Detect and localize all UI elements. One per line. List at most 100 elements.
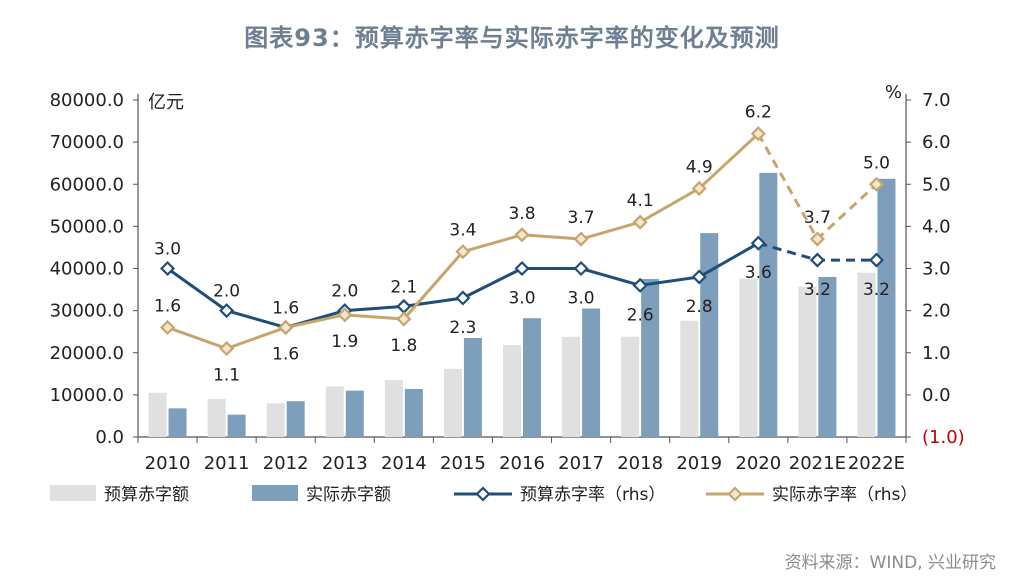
- left-tick-label: 50000.0: [50, 216, 124, 237]
- label-actual-rate: 6.2: [745, 103, 772, 123]
- marker-budget-rate: [396, 298, 412, 314]
- bar-actual-amount: [463, 338, 482, 437]
- x-tick-label: 2014: [381, 453, 427, 474]
- left-axis-unit: 亿元: [148, 92, 184, 113]
- left-tick-label: 70000.0: [50, 132, 124, 153]
- legend-label-actual-rate: 实际赤字率（rhs）: [772, 485, 917, 505]
- right-tick-label: 6.0: [922, 132, 951, 153]
- bar-actual-amount: [227, 414, 246, 437]
- x-tick-label: 2015: [440, 453, 486, 474]
- x-tick-label: 2020: [735, 453, 781, 474]
- bar-budget-amount: [680, 320, 699, 437]
- marker-budget-rate: [809, 252, 825, 268]
- marker-actual-rate: [809, 231, 825, 247]
- bar-budget-amount: [503, 345, 521, 437]
- bar-actual-amount: [582, 308, 601, 437]
- marker-actual-rate: [278, 319, 294, 336]
- chart-title: 图表93：预算赤字率与实际赤字率的变化及预测: [244, 24, 780, 52]
- left-tick-label: 10000.0: [50, 385, 124, 406]
- label-actual-rate: 3.7: [568, 208, 595, 228]
- bar-budget-amount: [798, 286, 817, 437]
- label-actual-rate: 1.8: [390, 336, 417, 356]
- marker-actual-rate: [750, 126, 766, 142]
- x-tick-label: 2021E: [789, 453, 846, 474]
- bar-budget-amount: [384, 380, 403, 437]
- right-tick-label: 4.0: [922, 216, 951, 237]
- marker-budget-rate: [219, 303, 235, 319]
- legend-marker-actual-rate: [727, 486, 743, 502]
- right-tick-label: 3.0: [922, 259, 951, 280]
- line-actual-rate-solid: [167, 132, 760, 351]
- right-tick-label: 5.0: [922, 174, 951, 195]
- label-actual-rate: 3.8: [508, 204, 535, 224]
- bar-actual-amount: [877, 178, 896, 437]
- bar-budget-amount: [857, 272, 876, 437]
- left-tick-label: 30000.0: [50, 301, 124, 322]
- left-tick-label: 40000.0: [50, 259, 124, 280]
- right-tick-label: 7.0: [922, 90, 951, 111]
- marker-budget-rate: [573, 260, 589, 277]
- label-budget-rate: 3.0: [508, 289, 535, 309]
- marker-actual-rate: [514, 227, 530, 243]
- source-note: 资料来源：WIND, 兴业研究: [784, 553, 996, 573]
- bar-budget-amount: [148, 392, 167, 437]
- label-budget-rate: 3.0: [154, 240, 181, 260]
- bar-actual-amount: [345, 390, 364, 437]
- bar-budget-amount: [325, 386, 344, 437]
- marker-budget-rate: [868, 252, 885, 268]
- right-tick-label: 1.0: [922, 343, 951, 364]
- marker-budget-rate: [455, 290, 471, 306]
- label-budget-rate: 3.2: [804, 280, 831, 300]
- left-tick-label: 80000.0: [50, 90, 124, 111]
- right-axis-unit: %: [885, 82, 902, 103]
- marker-actual-rate: [337, 307, 353, 323]
- marker-actual-rate: [573, 231, 589, 247]
- legend-label-budget-amount: 预算赤字额: [104, 485, 189, 505]
- label-actual-rate: 1.1: [213, 366, 240, 386]
- x-tick-label: 2012: [263, 453, 309, 474]
- bar-budget-amount: [621, 336, 640, 437]
- label-actual-rate: 4.9: [686, 157, 713, 177]
- label-budget-rate: 2.8: [686, 297, 713, 317]
- x-tick-label: 2019: [676, 453, 722, 474]
- bar-budget-amount: [266, 403, 285, 437]
- legend-label-budget-rate: 预算赤字率（rhs）: [520, 485, 665, 505]
- x-tick-label: 2016: [499, 453, 545, 474]
- right-tick-label: 0.0: [922, 385, 951, 406]
- bar-actual-amount: [641, 279, 660, 437]
- marker-actual-rate: [455, 244, 471, 260]
- x-tick-label: 2010: [145, 453, 191, 474]
- marker-actual-rate: [632, 214, 648, 230]
- label-actual-rate: 3.7: [804, 208, 831, 228]
- marker-actual-rate: [396, 311, 412, 327]
- label-budget-rate: 3.6: [745, 263, 772, 283]
- x-tick-label: 2022E: [848, 453, 905, 474]
- label-budget-rate: 1.6: [272, 298, 299, 318]
- label-budget-rate: 3.2: [863, 280, 890, 300]
- marker-actual-rate: [868, 176, 885, 192]
- bar-actual-amount: [759, 172, 778, 437]
- label-actual-rate: 1.9: [331, 332, 358, 352]
- bar-actual-amount: [286, 401, 305, 437]
- marker-budget-rate: [691, 269, 707, 285]
- label-actual-rate: 1.6: [272, 344, 299, 364]
- right-tick-label: (1.0): [922, 427, 965, 448]
- label-actual-rate: 1.6: [154, 296, 181, 316]
- bar-actual-amount: [168, 408, 187, 437]
- bar-budget-amount: [739, 278, 758, 437]
- legend-label-actual-amount: 实际赤字额: [306, 485, 391, 505]
- x-tick-label: 2011: [204, 453, 250, 474]
- label-budget-rate: 2.6: [627, 305, 654, 325]
- marker-budget-rate: [632, 277, 648, 293]
- label-actual-rate: 3.4: [449, 221, 476, 241]
- label-budget-rate: 2.0: [331, 282, 358, 302]
- right-tick-label: 2.0: [922, 301, 951, 322]
- label-actual-rate: 5.0: [863, 153, 890, 173]
- marker-actual-rate: [159, 319, 176, 336]
- marker-actual-rate: [691, 180, 707, 197]
- x-tick-label: 2013: [322, 453, 368, 474]
- legend-marker-budget-rate: [475, 486, 491, 502]
- left-tick-label: 20000.0: [50, 343, 124, 364]
- label-budget-rate: 2.3: [449, 318, 476, 338]
